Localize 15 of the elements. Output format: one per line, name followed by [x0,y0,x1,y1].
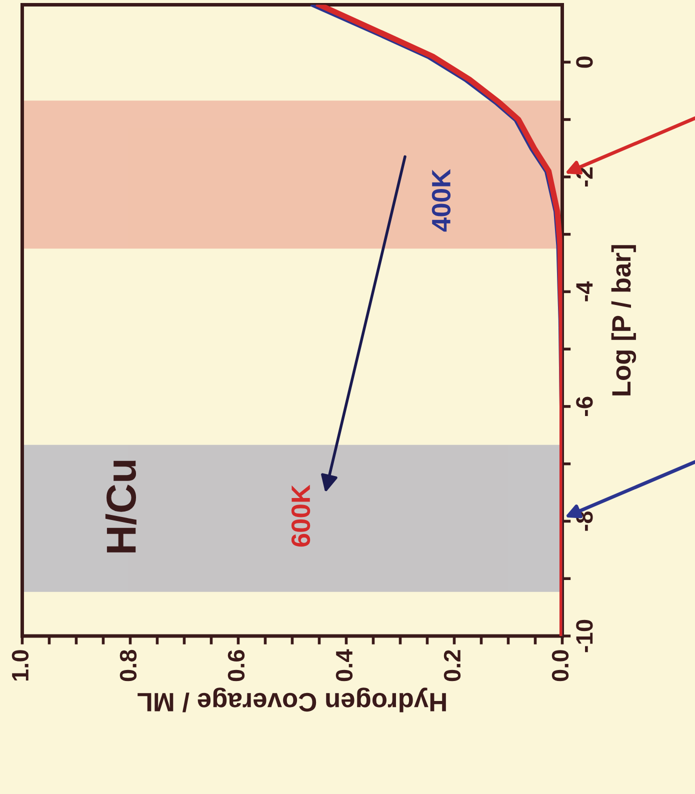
x-tick-label: 1.0 [12,650,29,681]
y-axis-title: Log [P / bar] [611,245,636,396]
annotation: 600K [291,484,310,547]
x-tick-label: 0.4 [336,649,353,682]
x-tick-label: 0.8 [120,650,137,682]
x-tick-label: 0.2 [444,650,461,682]
y-tick-label: -6 [576,396,593,416]
annotation: 400K [432,169,451,232]
y-tick-label: -4 [576,281,593,302]
annotation: H/Cu [105,460,136,552]
x-axis-title: Hydrogen Coverage / ML [138,688,446,712]
y-tick-label: -10 [576,620,593,652]
y-tick-label: 0 [576,56,593,68]
x-tick-label: 0.0 [552,650,569,682]
x-tick-label: 0.6 [228,650,245,682]
